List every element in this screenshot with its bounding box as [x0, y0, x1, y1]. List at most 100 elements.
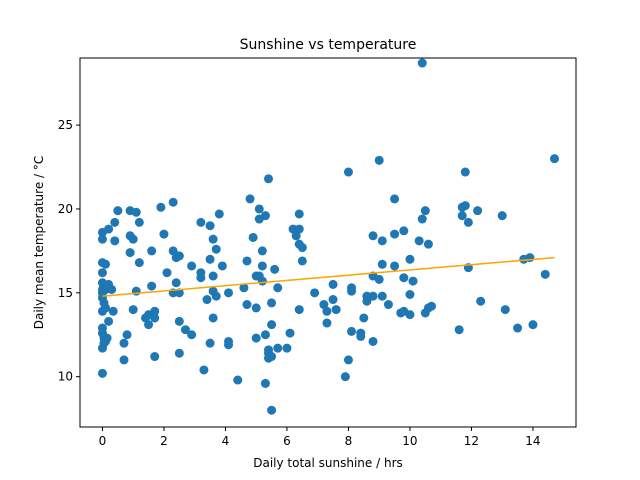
y-tick-label: 15: [58, 286, 73, 300]
data-point: [224, 288, 234, 298]
data-point: [267, 320, 277, 330]
data-points: [97, 58, 559, 415]
data-point: [224, 340, 234, 350]
data-point: [174, 288, 184, 298]
data-point: [426, 301, 436, 311]
data-point: [119, 338, 129, 348]
data-point: [233, 375, 243, 385]
data-point: [497, 211, 507, 221]
x-tick-label: 0: [99, 434, 107, 448]
data-point: [196, 217, 206, 227]
data-point: [340, 372, 350, 382]
data-point: [263, 174, 273, 184]
data-point: [260, 211, 270, 221]
data-point: [405, 289, 415, 299]
data-point: [101, 259, 111, 269]
data-point: [134, 258, 144, 268]
data-point: [294, 224, 304, 234]
data-point: [171, 278, 181, 288]
data-point: [248, 232, 258, 242]
data-point: [102, 333, 112, 343]
data-point: [251, 333, 261, 343]
data-point: [119, 355, 129, 365]
data-point: [245, 194, 255, 204]
data-point: [174, 316, 184, 326]
data-point: [217, 261, 227, 271]
data-point: [328, 279, 338, 289]
data-point: [150, 352, 160, 362]
data-point: [162, 268, 172, 278]
data-point: [128, 305, 138, 315]
data-point: [196, 268, 206, 278]
y-tick-label: 10: [58, 370, 73, 384]
data-point: [476, 296, 486, 306]
data-point: [211, 244, 221, 254]
data-point: [205, 338, 215, 348]
data-point: [328, 295, 338, 305]
data-point: [187, 330, 197, 340]
data-point: [549, 154, 559, 164]
data-point: [528, 320, 538, 330]
data-point: [399, 273, 409, 283]
data-point: [399, 226, 409, 236]
data-point: [310, 288, 320, 298]
data-point: [267, 298, 277, 308]
data-point: [144, 320, 154, 330]
data-point: [97, 368, 107, 378]
data-point: [267, 352, 277, 362]
data-point: [159, 229, 169, 239]
data-point: [205, 221, 215, 231]
data-point: [239, 283, 249, 293]
plot-frame: [79, 57, 577, 428]
data-point: [104, 316, 114, 326]
data-point: [374, 274, 384, 284]
x-tick-label: 14: [525, 434, 540, 448]
data-point: [390, 229, 400, 239]
y-axis-label: Daily mean temperature / °C: [32, 156, 46, 330]
data-point: [147, 281, 157, 291]
data-point: [417, 214, 427, 224]
data-point: [104, 224, 114, 234]
plot-area: [79, 57, 577, 428]
data-point: [282, 343, 292, 353]
data-point: [131, 207, 141, 217]
data-point: [297, 243, 307, 253]
data-point: [147, 246, 157, 256]
data-point: [108, 306, 118, 316]
data-point: [168, 246, 178, 256]
data-point: [322, 318, 332, 328]
data-point: [408, 276, 418, 286]
data-point: [150, 313, 160, 323]
data-point: [368, 291, 378, 301]
data-point: [251, 303, 261, 313]
data-point: [125, 248, 135, 258]
data-point: [208, 313, 218, 323]
chart-title: Sunshine vs temperature: [240, 37, 417, 53]
data-point: [97, 234, 107, 244]
data-point: [156, 202, 166, 212]
data-point: [423, 239, 433, 249]
data-point: [110, 236, 120, 246]
data-point: [420, 206, 430, 216]
data-point: [383, 300, 393, 310]
data-point: [174, 348, 184, 358]
data-point: [211, 291, 221, 301]
x-tick-label: 4: [222, 434, 230, 448]
data-point: [473, 206, 483, 216]
data-point: [122, 330, 132, 340]
y-axis: 10 15 20 25: [58, 118, 80, 384]
data-point: [405, 254, 415, 264]
data-point: [294, 305, 304, 315]
data-point: [457, 211, 467, 221]
x-tick-label: 8: [345, 434, 353, 448]
data-point: [513, 323, 523, 333]
data-point: [257, 276, 267, 286]
data-point: [260, 378, 270, 388]
data-point: [356, 331, 366, 341]
data-point: [174, 251, 184, 261]
data-point: [417, 58, 427, 68]
data-point: [107, 284, 117, 294]
data-point: [168, 197, 178, 207]
data-point: [208, 234, 218, 244]
